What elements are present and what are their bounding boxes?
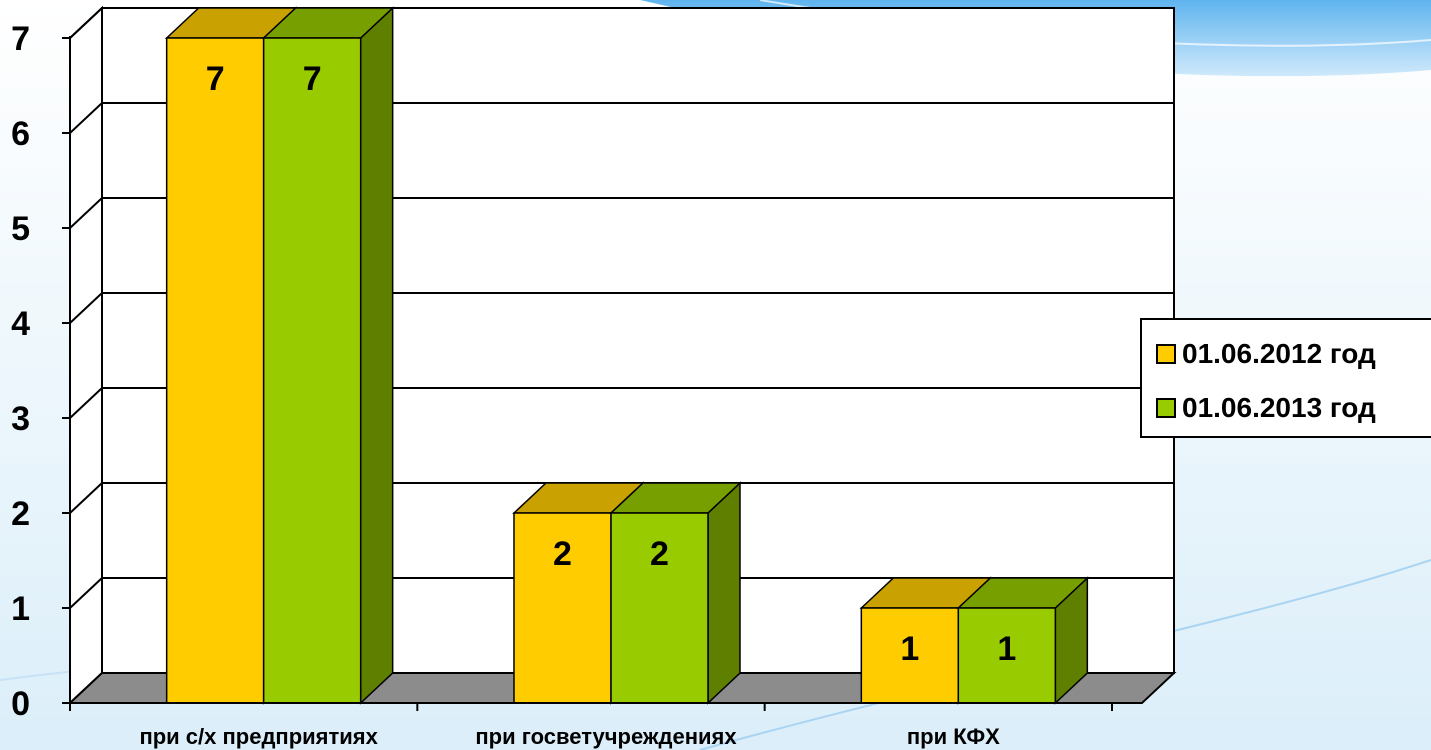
data-label: 7 — [303, 60, 322, 98]
data-label: 2 — [553, 535, 572, 573]
bar-front — [610, 512, 709, 704]
legend-label-2013: 01.06.2013 год — [1182, 392, 1376, 423]
gridline — [69, 7, 1174, 39]
legend: 01.06.2012 год 01.06.2013 год — [1140, 318, 1431, 438]
data-label: 1 — [900, 630, 919, 668]
legend-item-2013: 01.06.2013 год — [1156, 392, 1376, 424]
gridline — [69, 577, 1174, 609]
bar-side — [707, 481, 741, 705]
y-tick-label: 2 — [11, 495, 30, 533]
x-category-label: при КФХ — [907, 724, 1000, 749]
data-label: 7 — [206, 60, 225, 98]
legend-label-2012: 01.06.2012 год — [1182, 338, 1376, 369]
y-tick-label: 4 — [11, 305, 30, 343]
bar-front — [262, 37, 362, 704]
y-tick-label: 3 — [11, 400, 30, 438]
gridlines — [69, 7, 1174, 609]
bar-side — [359, 6, 394, 705]
gridline — [69, 197, 1174, 229]
y-tick-label: 0 — [11, 685, 30, 723]
bar-front — [860, 607, 960, 704]
gridline — [69, 482, 1174, 514]
bar-front — [957, 607, 1057, 704]
gridline — [69, 102, 1174, 134]
y-tick-label: 6 — [11, 115, 30, 153]
y-tick-labels: 0 1 2 3 4 5 6 7 — [11, 20, 30, 723]
x-category-labels: при с/х предприятиях при госветучреждения… — [139, 724, 1000, 749]
bar-front — [165, 37, 265, 704]
data-labels: 7 7 2 2 1 1 — [206, 60, 1017, 668]
legend-item-2012: 01.06.2012 год — [1156, 338, 1376, 370]
bar — [609, 481, 742, 705]
bar — [956, 576, 1090, 705]
x-category-label: при с/х предприятиях — [139, 724, 378, 749]
bar — [261, 6, 395, 705]
y-tick-label: 7 — [11, 20, 30, 58]
data-label: 2 — [650, 535, 669, 573]
y-tick-label: 5 — [11, 210, 30, 248]
x-category-label: при госветучреждениях — [475, 724, 737, 749]
side-wall — [69, 5, 103, 706]
data-label: 1 — [997, 630, 1016, 668]
bar-series — [164, 6, 1090, 705]
legend-swatch-2013 — [1156, 398, 1176, 418]
axes — [62, 36, 1113, 711]
legend-swatch-2012 — [1156, 344, 1176, 364]
y-tick-label: 1 — [11, 590, 30, 628]
gridline — [69, 292, 1174, 324]
gridline — [69, 387, 1174, 419]
